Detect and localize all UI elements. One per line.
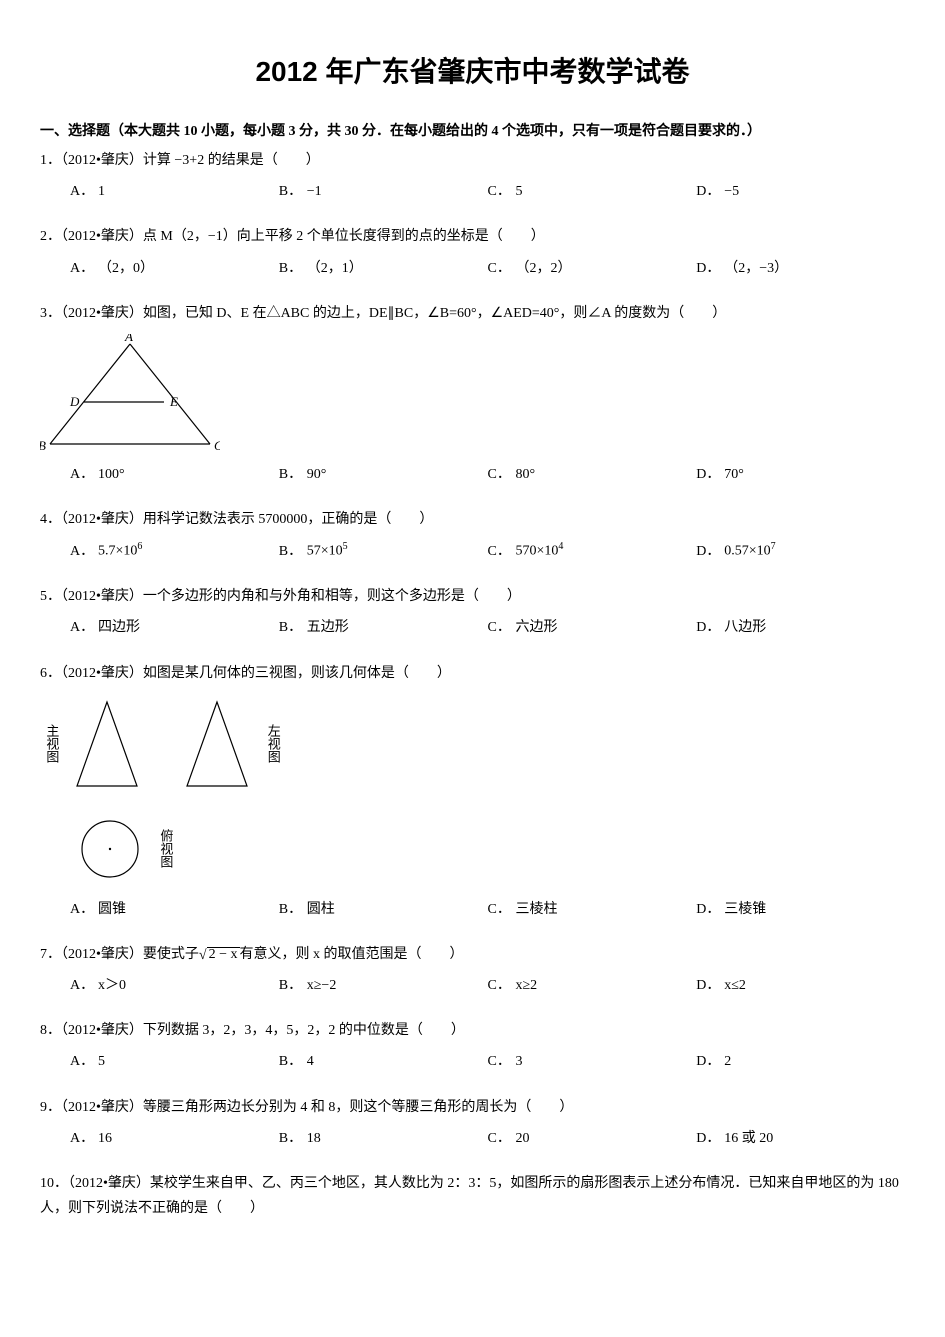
q6-figure-threeviews: 主视图 左视图 俯视图 [40,694,905,889]
q8-opt-b[interactable]: B．4 [279,1049,488,1074]
q9-num: 9． [40,1100,61,1115]
q2-opt-b[interactable]: B．（2，1） [279,256,488,281]
q9-opt-c[interactable]: C．20 [488,1126,697,1151]
q4-opt-d[interactable]: D．0.57×107 [696,538,905,564]
q7-text-pre: 要使式子 [143,947,199,962]
q3-text: 如图，已知 D、E 在△ABC 的边上，DE∥BC，∠B=60°，∠AED=40… [143,306,726,321]
sqrt-icon: √ [199,943,207,968]
q8-opt-d[interactable]: D．2 [696,1049,905,1074]
q5-text: 一个多边形的内角和与外角和相等，则这个多边形是（ ） [143,589,521,604]
svg-text:C: C [214,438,220,453]
question-3: 3．（2012•肇庆）如图，已知 D、E 在△ABC 的边上，DE∥BC，∠B=… [40,301,905,487]
q3-opt-c[interactable]: C．80° [488,462,697,487]
page-title: 2012 年广东省肇庆市中考数学试卷 [40,50,905,90]
q7-text-post: 有意义，则 x 的取值范围是（ ） [240,947,464,962]
q3-opt-b[interactable]: B．90° [279,462,488,487]
q10-text: 某校学生来自甲、乙、丙三个地区，其人数比为 2：3：5，如图所示的扇形图表示上述… [40,1176,899,1216]
q9-opt-d[interactable]: D．16 或 20 [696,1126,905,1151]
q7-opt-b[interactable]: B．x≥−2 [279,973,488,998]
svg-text:B: B [40,438,46,453]
q4-source: （2012•肇庆） [61,512,143,527]
sqrt-inner: 2 − x [207,947,240,962]
q1-opt-b[interactable]: B．−1 [279,179,488,204]
question-6: 6．（2012•肇庆）如图是某几何体的三视图，则该几何体是（ ） 主视图 左视图… [40,661,905,922]
q6-source: （2012•肇庆） [61,666,143,681]
q4-text: 用科学记数法表示 5700000，正确的是（ ） [143,512,434,527]
q8-num: 8． [40,1023,61,1038]
q7-opt-a[interactable]: A．x＞0 [70,973,279,998]
q7-opt-c[interactable]: C．x≥2 [488,973,697,998]
q7-source: （2012•肇庆） [61,947,143,962]
q1-num: 1． [40,153,61,168]
q1-opt-d[interactable]: D．−5 [696,179,905,204]
q5-num: 5． [40,589,61,604]
q3-opt-a[interactable]: A．100° [70,462,279,487]
q2-opt-c[interactable]: C．（2，2） [488,256,697,281]
q5-opt-d[interactable]: D．八边形 [696,615,905,640]
q6-opt-c[interactable]: C．三棱柱 [488,897,697,922]
q3-opt-d[interactable]: D．70° [696,462,905,487]
q8-opt-a[interactable]: A．5 [70,1049,279,1074]
q9-opt-b[interactable]: B．18 [279,1126,488,1151]
q3-figure-triangle: A B C D E [40,334,905,454]
q4-opt-c[interactable]: C．570×104 [488,538,697,564]
question-8: 8．（2012•肇庆）下列数据 3，2，3，4，5，2，2 的中位数是（ ） A… [40,1018,905,1074]
top-view-label: 俯视图 [154,829,177,868]
q9-text: 等腰三角形两边长分别为 4 和 8，则这个等腰三角形的周长为（ ） [143,1100,574,1115]
q2-text: 点 M（2，−1）向上平移 2 个单位长度得到的点的坐标是（ ） [143,229,545,244]
q10-source: （2012•肇庆） [68,1176,150,1191]
question-9: 9．（2012•肇庆）等腰三角形两边长分别为 4 和 8，则这个等腰三角形的周长… [40,1095,905,1151]
question-1: 1．（2012•肇庆）计算 −3+2 的结果是（ ） A．1 B．−1 C．5 … [40,148,905,204]
q1-text: 计算 −3+2 的结果是（ ） [143,153,320,168]
q6-num: 6． [40,666,61,681]
svg-text:D: D [69,394,80,409]
q8-source: （2012•肇庆） [61,1023,143,1038]
question-7: 7．（2012•肇庆）要使式子√2 − x有意义，则 x 的取值范围是（ ） A… [40,942,905,998]
q9-source: （2012•肇庆） [61,1100,143,1115]
q8-opt-c[interactable]: C．3 [488,1049,697,1074]
q4-opt-a[interactable]: A．5.7×106 [70,538,279,564]
q5-source: （2012•肇庆） [61,589,143,604]
svg-text:E: E [169,394,178,409]
svg-text:A: A [124,334,133,344]
q2-num: 2． [40,229,61,244]
q6-opt-b[interactable]: B．圆柱 [279,897,488,922]
q6-opt-d[interactable]: D．三棱锥 [696,897,905,922]
q10-num: 10． [40,1176,68,1191]
q4-opt-b[interactable]: B．57×105 [279,538,488,564]
q6-opt-a[interactable]: A．圆锥 [70,897,279,922]
q3-num: 3． [40,306,61,321]
q4-num: 4． [40,512,61,527]
q2-source: （2012•肇庆） [61,229,143,244]
q9-opt-a[interactable]: A．16 [70,1126,279,1151]
left-view-label: 左视图 [261,724,284,763]
question-2: 2．（2012•肇庆）点 M（2，−1）向上平移 2 个单位长度得到的点的坐标是… [40,224,905,280]
q6-text: 如图是某几何体的三视图，则该几何体是（ ） [143,666,451,681]
question-10: 10．（2012•肇庆）某校学生来自甲、乙、丙三个地区，其人数比为 2：3：5，… [40,1171,905,1221]
q7-opt-d[interactable]: D．x≤2 [696,973,905,998]
q5-opt-c[interactable]: C．六边形 [488,615,697,640]
q2-opt-a[interactable]: A．（2，0） [70,256,279,281]
q2-opt-d[interactable]: D．（2，−3） [696,256,905,281]
q5-opt-b[interactable]: B．五边形 [279,615,488,640]
q1-source: （2012•肇庆） [61,153,143,168]
q8-text: 下列数据 3，2，3，4，5，2，2 的中位数是（ ） [143,1023,465,1038]
question-4: 4．（2012•肇庆）用科学记数法表示 5700000，正确的是（ ） A．5.… [40,507,905,564]
q1-opt-a[interactable]: A．1 [70,179,279,204]
q3-source: （2012•肇庆） [61,306,143,321]
question-5: 5．（2012•肇庆）一个多边形的内角和与外角和相等，则这个多边形是（ ） A．… [40,584,905,640]
q5-opt-a[interactable]: A．四边形 [70,615,279,640]
q7-num: 7． [40,947,61,962]
section-header-1: 一、选择题（本大题共 10 小题，每小题 3 分，共 30 分．在每小题给出的 … [40,120,905,140]
front-view-label: 主视图 [40,724,63,763]
q1-opt-c[interactable]: C．5 [488,179,697,204]
